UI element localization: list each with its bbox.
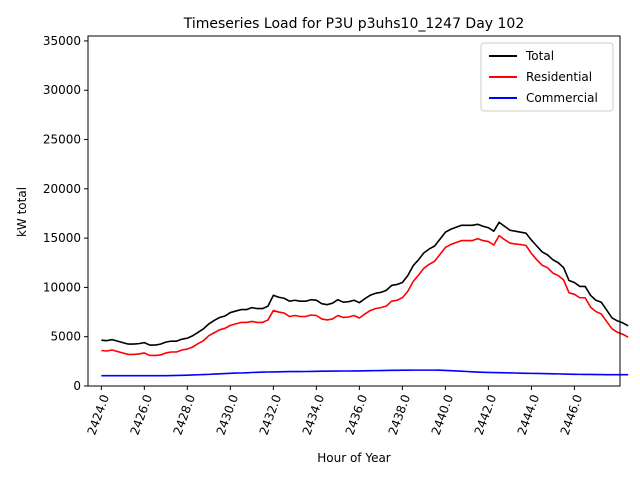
chart-title: Timeseries Load for P3U p3uhs10_1247 Day…	[183, 16, 525, 32]
y-tick-label: 10000	[43, 280, 81, 294]
series-line-residential	[101, 234, 629, 357]
y-tick-label: 15000	[43, 231, 81, 245]
y-tick-label: 30000	[43, 83, 81, 97]
series-line-commercial	[101, 369, 629, 377]
y-tick-label: 25000	[43, 133, 81, 147]
legend: Total Residential Commercial	[480, 42, 614, 112]
axes-frame	[87, 35, 621, 387]
y-tick-label: 20000	[43, 182, 81, 196]
y-axis-ticks: 0 5000 10000 15000 20000 25000 30000 35000	[43, 34, 88, 393]
x-axis-label: Hour of Year	[317, 451, 391, 465]
legend-label-residential: Residential	[526, 70, 592, 84]
legend-label-total: Total	[525, 49, 554, 63]
legend-box	[480, 42, 614, 112]
series-layer	[101, 221, 629, 377]
series-line-total	[101, 221, 629, 346]
legend-label-commercial: Commercial	[526, 91, 598, 105]
y-tick-label: 5000	[50, 330, 81, 344]
y-axis-label: kW total	[15, 187, 29, 237]
y-tick-label: 0	[73, 379, 81, 393]
y-tick-label: 35000	[43, 34, 81, 48]
